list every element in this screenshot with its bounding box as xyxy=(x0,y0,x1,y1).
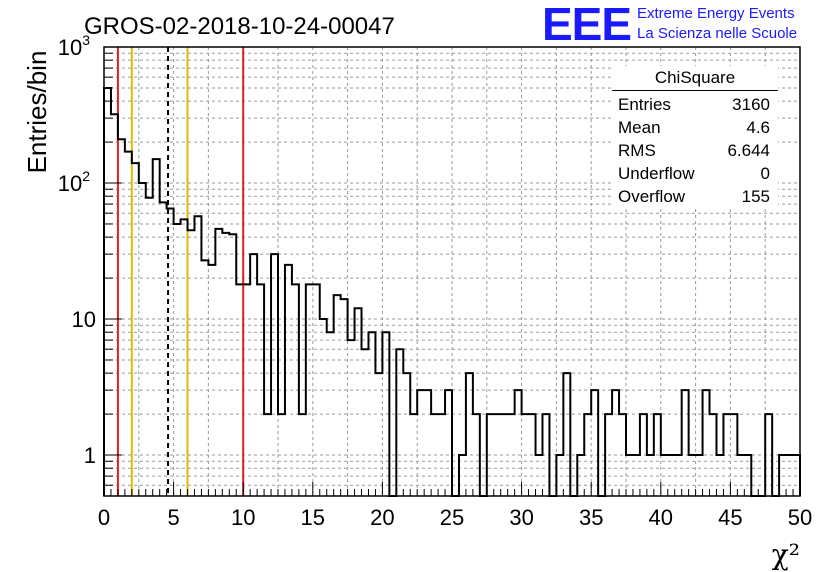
eee-logo: EEE xyxy=(542,0,632,50)
y-tick-label: 10 xyxy=(72,307,96,332)
stats-box: ChiSquare Entries 3160 Mean 4.6 RMS 6.644 Unde… xyxy=(612,66,778,208)
x-axis-label: χ² xyxy=(772,538,800,571)
reference-lines xyxy=(116,47,245,496)
x-tick-label: 15 xyxy=(301,505,325,530)
logo-line-2: La Scienza nelle Scuole xyxy=(637,25,798,42)
stats-title: ChiSquare xyxy=(612,66,778,91)
x-tick-label: 0 xyxy=(98,505,110,530)
y-tick-label: 103 xyxy=(58,32,90,60)
x-tick-label: 5 xyxy=(167,505,179,530)
x-tick-label: 25 xyxy=(440,505,464,530)
stats-row-mean: Mean 4.6 xyxy=(612,116,778,139)
stats-label: Entries xyxy=(618,95,671,114)
stats-value: 0 xyxy=(760,164,770,183)
stats-label: Underflow xyxy=(618,164,695,183)
y-axis: 1 10 102 103 xyxy=(58,32,122,497)
stats-label: RMS xyxy=(618,141,656,160)
x-tick-label: 40 xyxy=(649,505,673,530)
stats-value: 155 xyxy=(741,187,770,206)
stats-row-rms: RMS 6.644 xyxy=(612,139,778,162)
stats-row-overflow: Overflow 155 xyxy=(612,185,778,208)
x-tick-label: 35 xyxy=(579,505,603,530)
stats-row-underflow: Underflow 0 xyxy=(612,162,778,185)
x-tick-label: 30 xyxy=(509,505,533,530)
stats-label: Overflow xyxy=(618,187,686,206)
y-tick-label: 1 xyxy=(84,443,96,468)
stats-rows: Entries 3160 Mean 4.6 RMS 6.644 Underflow 0 Over… xyxy=(612,93,778,208)
x-tick-label: 10 xyxy=(231,505,255,530)
eee-logo-text: Extreme Energy Events La Scienza nelle S… xyxy=(637,4,797,44)
logo-line-1: Extreme Energy Events xyxy=(637,5,795,22)
y-axis-label: Entries/bin xyxy=(22,51,52,174)
y-tick-label: 102 xyxy=(58,168,90,196)
histogram-series xyxy=(103,86,801,497)
run-title: GROS-02-2018-10-24-00047 xyxy=(84,13,395,40)
x-axis: 0 5 10 15 20 25 30 35 40 45 50 xyxy=(98,482,812,530)
stats-value: 3160 xyxy=(732,95,770,114)
x-tick-label: 45 xyxy=(718,505,742,530)
stats-row-entries: Entries 3160 xyxy=(612,93,778,116)
stats-value: 4.6 xyxy=(746,118,770,137)
x-tick-label: 20 xyxy=(370,505,394,530)
stats-label: Mean xyxy=(618,118,661,137)
stats-value: 6.644 xyxy=(727,141,770,160)
x-tick-label: 50 xyxy=(788,505,812,530)
